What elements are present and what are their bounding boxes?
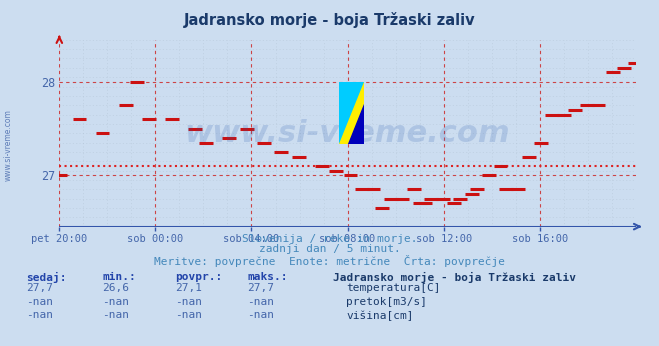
Text: Jadransko morje - boja Tržaski zaliv: Jadransko morje - boja Tržaski zaliv (333, 272, 576, 283)
Text: -nan: -nan (247, 297, 274, 307)
Text: Meritve: povprečne  Enote: metrične  Črta: povprečje: Meritve: povprečne Enote: metrične Črta:… (154, 255, 505, 267)
Text: temperatura[C]: temperatura[C] (346, 283, 440, 293)
Text: 26,6: 26,6 (102, 283, 129, 293)
Text: Slovenija / reke in morje.: Slovenija / reke in morje. (242, 234, 417, 244)
Text: -nan: -nan (102, 310, 129, 320)
Text: maks.:: maks.: (247, 272, 287, 282)
Text: višina[cm]: višina[cm] (346, 310, 413, 321)
Text: 27,7: 27,7 (247, 283, 274, 293)
Text: zadnji dan / 5 minut.: zadnji dan / 5 minut. (258, 244, 401, 254)
Text: -nan: -nan (26, 297, 53, 307)
Text: -nan: -nan (175, 297, 202, 307)
Text: min.:: min.: (102, 272, 136, 282)
Text: -nan: -nan (247, 310, 274, 320)
Text: sedaj:: sedaj: (26, 272, 67, 283)
Text: 27,1: 27,1 (175, 283, 202, 293)
Polygon shape (348, 104, 364, 144)
Text: Jadransko morje - boja Tržaski zaliv: Jadransko morje - boja Tržaski zaliv (184, 12, 475, 28)
Text: www.si-vreme.com: www.si-vreme.com (185, 119, 511, 148)
Text: -nan: -nan (102, 297, 129, 307)
Text: -nan: -nan (26, 310, 53, 320)
Text: -nan: -nan (175, 310, 202, 320)
Text: 27,7: 27,7 (26, 283, 53, 293)
Polygon shape (339, 82, 364, 144)
Text: povpr.:: povpr.: (175, 272, 222, 282)
Text: www.si-vreme.com: www.si-vreme.com (3, 109, 13, 181)
Polygon shape (339, 82, 364, 144)
Text: pretok[m3/s]: pretok[m3/s] (346, 297, 427, 307)
